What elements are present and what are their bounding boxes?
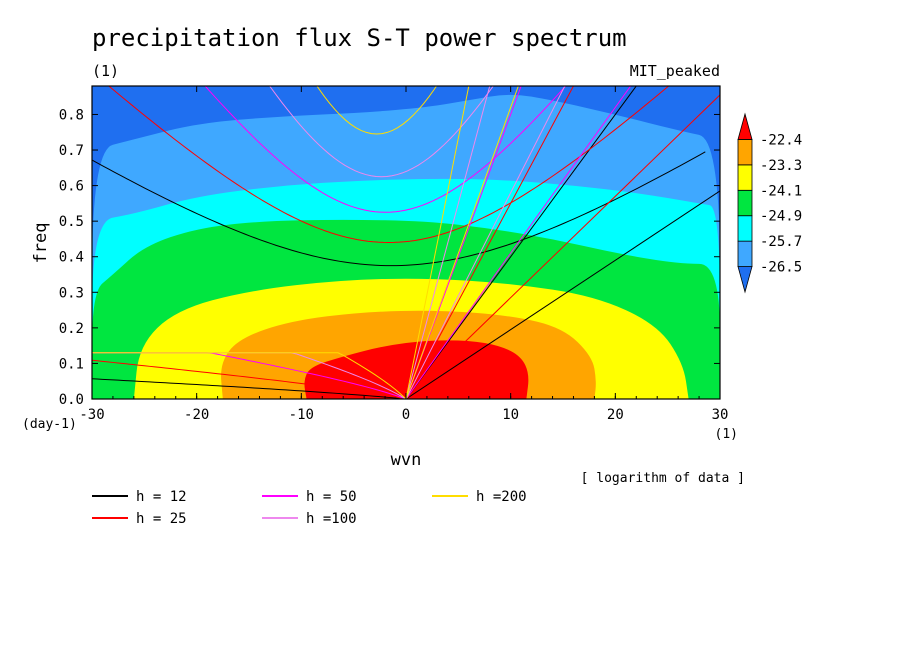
ig-curve-h-200 (316, 86, 438, 135)
legend: h = 12 h = 25 h = 50 h =100 h =200 (92, 489, 527, 527)
colorbar-arrow-top (737, 112, 753, 140)
legend-label-h-200: h =200 (476, 489, 527, 505)
chart-subtitle-right: MIT_peaked (630, 62, 720, 80)
x-unit-label: (1) (715, 427, 738, 442)
ig-curve-h-12 (92, 151, 706, 267)
kelvin-line-h-12 (405, 190, 720, 399)
x-tick-label: 10 (502, 407, 519, 423)
x-tick-label: -20 (184, 407, 209, 423)
y-tick-label: 0.0 (59, 392, 84, 408)
colorbar-label: -23.3 (760, 158, 802, 174)
colorbar-swatch (737, 240, 753, 267)
ig-curve-h-25 (108, 86, 670, 244)
colorbar-label: -25.7 (760, 234, 802, 250)
colorbar: -26.5 -25.7 -24.9 -24.1 -23.3 -22.4 (737, 112, 802, 294)
legend-label-h-50: h = 50 (306, 489, 357, 505)
chart-subtitle-left: (1) (92, 62, 119, 80)
colorbar-swatch (737, 139, 753, 166)
ig-curve-h-50 (204, 86, 567, 213)
plot-area (92, 86, 720, 399)
colorbar-label: -24.1 (760, 183, 802, 199)
y-tick-label: 0.8 (59, 107, 84, 123)
colorbar-swatch (737, 164, 753, 191)
x-tick-label: 0 (402, 407, 410, 423)
colorbar-label: -22.4 (760, 132, 802, 148)
kelvin-line-h-50 (405, 86, 632, 399)
x-tick-label: -10 (289, 407, 314, 423)
colorbar-label: -24.9 (760, 209, 802, 225)
kelvin-line-h-25 (405, 94, 720, 399)
y-tick-label: 0.4 (59, 250, 84, 266)
y-tick-label: 0.3 (59, 285, 84, 301)
data-note: [ logarithm of data ] (581, 471, 745, 486)
rossby-curve-h-25 (92, 359, 407, 399)
legend-label-h-100: h =100 (306, 511, 357, 527)
mrg-line-h-200 (405, 86, 470, 399)
ig-curve-h-100 (269, 86, 494, 178)
kelvin-line-h-200 (405, 86, 519, 399)
y-unit-label: (day-1) (22, 417, 77, 432)
rossby-curve-h-12 (92, 378, 407, 399)
y-tick-label: 0.1 (59, 356, 84, 372)
x-tick-label: 30 (712, 407, 729, 423)
colorbar-arrow-bottom (737, 266, 753, 294)
chart-title: precipitation flux S-T power spectrum (92, 24, 627, 52)
legend-label-h-25: h = 25 (136, 511, 187, 527)
mrg-line-h-100 (405, 86, 491, 399)
colorbar-swatch (737, 215, 753, 242)
mrg-line-h-25 (405, 86, 574, 399)
y-tick-label: 0.2 (59, 321, 84, 337)
x-tick-label: 20 (607, 407, 624, 423)
y-tick-label: 0.6 (59, 179, 84, 195)
colorbar-label: -26.5 (760, 260, 802, 276)
x-axis-label: wvn (391, 450, 422, 470)
y-axis-label: freq (31, 223, 51, 264)
colorbar-swatch (737, 189, 753, 217)
x-tick-label: -30 (79, 407, 104, 423)
y-tick-label: 0.5 (59, 214, 84, 230)
mrg-line-h-12 (405, 86, 637, 399)
y-tick-label: 0.7 (59, 143, 84, 159)
rossby-curve-h-200 (92, 352, 407, 399)
kelvin-line-h-100 (405, 86, 566, 399)
legend-label-h-12: h = 12 (136, 489, 187, 505)
